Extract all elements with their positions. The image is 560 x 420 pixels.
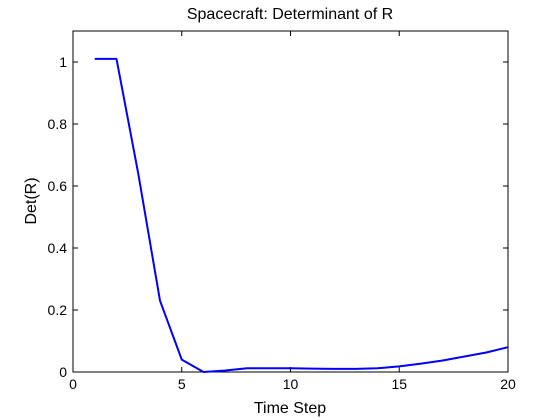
plot-area xyxy=(72,30,509,373)
y-tick-labels: 0 0.2 0.4 0.6 0.8 1 xyxy=(48,54,68,380)
y-axis-label: Det(R) xyxy=(23,177,40,224)
y-tick-label: 0.4 xyxy=(48,240,68,256)
y-tick-label: 0.6 xyxy=(48,178,68,194)
y-tick-label: 0.8 xyxy=(48,116,68,132)
series-layer xyxy=(94,57,509,373)
y-tick-label: 1 xyxy=(59,54,67,70)
y-tick-label: 0 xyxy=(59,364,67,380)
x-tick-label: 20 xyxy=(500,376,516,392)
x-axis-label: Time Step xyxy=(254,400,326,417)
x-tick-label: 5 xyxy=(178,376,186,392)
x-tick-labels: 0 5 10 15 20 xyxy=(69,376,516,392)
axis-ticks xyxy=(72,31,509,373)
x-tick-label: 0 xyxy=(69,376,77,392)
chart-title: Spacecraft: Determinant of R xyxy=(187,6,393,23)
series-line xyxy=(94,57,509,373)
y-tick-label: 0.2 xyxy=(48,302,68,318)
x-tick-label: 10 xyxy=(283,376,299,392)
x-tick-label: 15 xyxy=(391,376,407,392)
plot-frame xyxy=(72,30,509,373)
